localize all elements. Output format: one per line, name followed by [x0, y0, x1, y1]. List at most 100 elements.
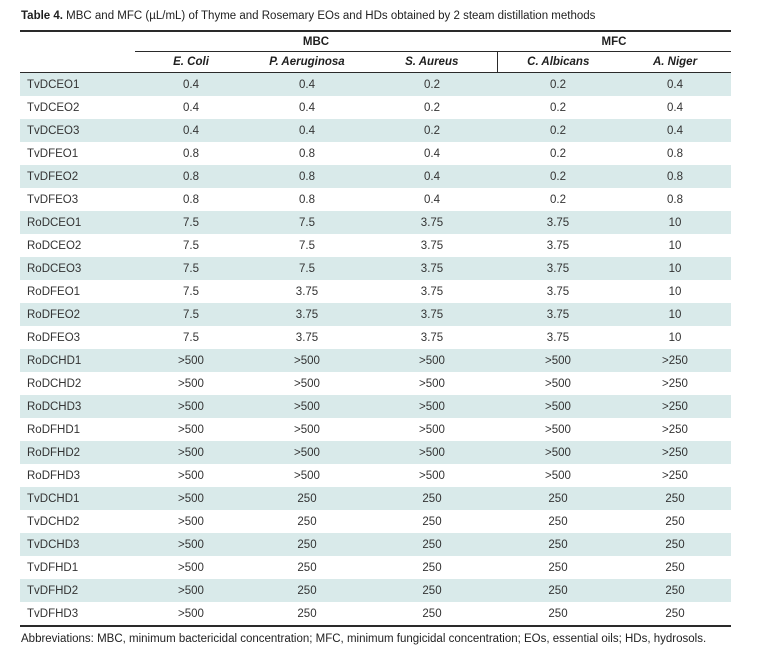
value-cell: >250 — [662, 377, 688, 390]
value-cell: >500 — [178, 354, 204, 367]
value-cell: 250 — [548, 561, 568, 574]
table-row: TvDFEO3 0.8 0.8 0.4 0.2 0.8 — [20, 188, 731, 211]
value-cell: 250 — [665, 584, 685, 597]
value-cell: >500 — [178, 515, 204, 528]
value-cell: 3.75 — [295, 308, 319, 321]
value-cell: >500 — [178, 561, 204, 574]
value-cell: 0.4 — [299, 78, 315, 91]
value-cell: 0.8 — [667, 170, 683, 183]
row-label: RoDCHD3 — [27, 400, 82, 413]
value-cell: 7.5 — [183, 285, 199, 298]
column-header-s-aureus: S. Aureus — [367, 51, 497, 73]
table-row: RoDCEO3 7.5 7.5 3.75 3.75 10 — [20, 257, 732, 280]
value-cell: 0.8 — [183, 170, 199, 183]
value-cell: >500 — [178, 492, 204, 505]
value-cell: 3.75 — [546, 285, 570, 298]
table-body: TvDCEO1 0.4 0.4 0.2 0.2 0.4 TvDCEO2 0.4 0.4 0.2 0.… — [20, 72, 732, 627]
value-cell: 7.5 — [183, 262, 199, 275]
value-cell: 0.2 — [424, 78, 440, 91]
value-cell: 0.2 — [550, 78, 566, 91]
value-cell: 3.75 — [420, 331, 444, 344]
group-header-mfc: MFC — [497, 31, 732, 52]
value-cell: 0.4 — [667, 78, 683, 91]
value-cell: >500 — [545, 446, 571, 459]
data-table: MBC MFC E. Coli P. Aeruginosa S. Aureus … — [20, 30, 732, 627]
table-row: RoDCHD1 >500 >500 >500 >500 >250 — [20, 349, 732, 372]
row-label: RoDFHD3 — [27, 469, 81, 482]
value-cell: 0.4 — [299, 101, 315, 114]
value-cell: 0.8 — [299, 147, 315, 160]
value-cell: 3.75 — [546, 262, 570, 275]
value-cell: 0.8 — [667, 147, 683, 160]
value-cell: 3.75 — [546, 331, 570, 344]
row-label: RoDFEO1 — [27, 285, 81, 298]
value-cell: >500 — [545, 469, 571, 482]
table-row: TvDFHD1 >500 250 250 250 250 — [20, 556, 731, 579]
value-cell: >500 — [178, 377, 204, 390]
value-cell: 0.8 — [667, 193, 683, 206]
value-cell: 250 — [665, 561, 685, 574]
value-cell: >500 — [419, 354, 445, 367]
value-cell: 3.75 — [420, 216, 444, 229]
value-cell: 3.75 — [420, 239, 444, 252]
value-cell: 7.5 — [299, 239, 315, 252]
value-cell: 10 — [668, 216, 682, 229]
table-row: RoDCEO2 7.5 7.5 3.75 3.75 10 — [20, 234, 731, 257]
table-row: RoDCEO1 7.5 7.5 3.75 3.75 10 — [20, 211, 732, 234]
value-cell: 3.75 — [546, 308, 570, 321]
value-cell: 0.2 — [550, 193, 566, 206]
row-label: TvDFHD1 — [27, 561, 79, 574]
table-row: TvDFHD2 >500 250 250 250 250 — [20, 579, 732, 602]
table-row: TvDCEO2 0.4 0.4 0.2 0.2 0.4 — [20, 96, 731, 119]
column-header-a-niger: A. Niger — [619, 51, 732, 73]
table-row: RoDCHD3 >500 >500 >500 >500 >250 — [20, 395, 732, 418]
row-label: RoDFEO2 — [27, 308, 81, 321]
table-row: TvDCEO1 0.4 0.4 0.2 0.2 0.4 — [20, 72, 732, 96]
value-cell: >500 — [178, 446, 204, 459]
row-label: TvDCEO2 — [27, 101, 80, 114]
table-row: TvDCHD1 >500 250 250 250 250 — [20, 487, 732, 510]
row-label: TvDFHD3 — [27, 607, 79, 620]
table-row: RoDFHD2 >500 >500 >500 >500 >250 — [20, 441, 732, 464]
value-cell: 0.8 — [183, 193, 199, 206]
value-cell: 0.4 — [424, 147, 440, 160]
row-label: TvDFEO1 — [27, 147, 79, 160]
value-cell: 250 — [422, 492, 442, 505]
value-cell: >500 — [178, 584, 204, 597]
value-cell: >500 — [545, 377, 571, 390]
group-header-mbc: MBC — [135, 31, 497, 52]
group-header-spacer — [20, 31, 135, 52]
value-cell: 250 — [422, 584, 442, 597]
table-row: RoDFHD1 >500 >500 >500 >500 >250 — [20, 418, 731, 441]
value-cell: >250 — [662, 354, 688, 367]
value-cell: 3.75 — [420, 308, 444, 321]
value-cell: 250 — [297, 515, 317, 528]
value-cell: 0.4 — [299, 124, 315, 137]
value-cell: 3.75 — [295, 285, 319, 298]
value-cell: 3.75 — [420, 262, 444, 275]
table-row: RoDFEO1 7.5 3.75 3.75 3.75 10 — [20, 280, 731, 303]
value-cell: 10 — [668, 331, 682, 344]
value-cell: 250 — [297, 492, 317, 505]
value-cell: 7.5 — [299, 216, 315, 229]
value-cell: >250 — [662, 469, 688, 482]
value-cell: 0.8 — [299, 193, 315, 206]
value-cell: 3.75 — [546, 216, 570, 229]
value-cell: 250 — [422, 538, 442, 551]
row-label: TvDFHD2 — [27, 584, 79, 597]
value-cell: 0.2 — [424, 124, 440, 137]
value-cell: 0.2 — [550, 147, 566, 160]
value-cell: 0.2 — [550, 170, 566, 183]
value-cell: >500 — [545, 354, 571, 367]
value-cell: 250 — [548, 607, 568, 620]
value-cell: >250 — [662, 400, 688, 413]
group-header-row: MBC MFC — [20, 31, 732, 52]
value-cell: 7.5 — [183, 239, 199, 252]
table-row: RoDCHD2 >500 >500 >500 >500 >250 — [20, 372, 731, 395]
value-cell: >500 — [178, 400, 204, 413]
table-header: MBC MFC E. Coli P. Aeruginosa S. Aureus … — [20, 31, 732, 73]
value-cell: 250 — [548, 584, 568, 597]
row-label: RoDFHD1 — [27, 423, 81, 436]
value-cell: >500 — [419, 446, 445, 459]
value-cell: 10 — [668, 308, 682, 321]
